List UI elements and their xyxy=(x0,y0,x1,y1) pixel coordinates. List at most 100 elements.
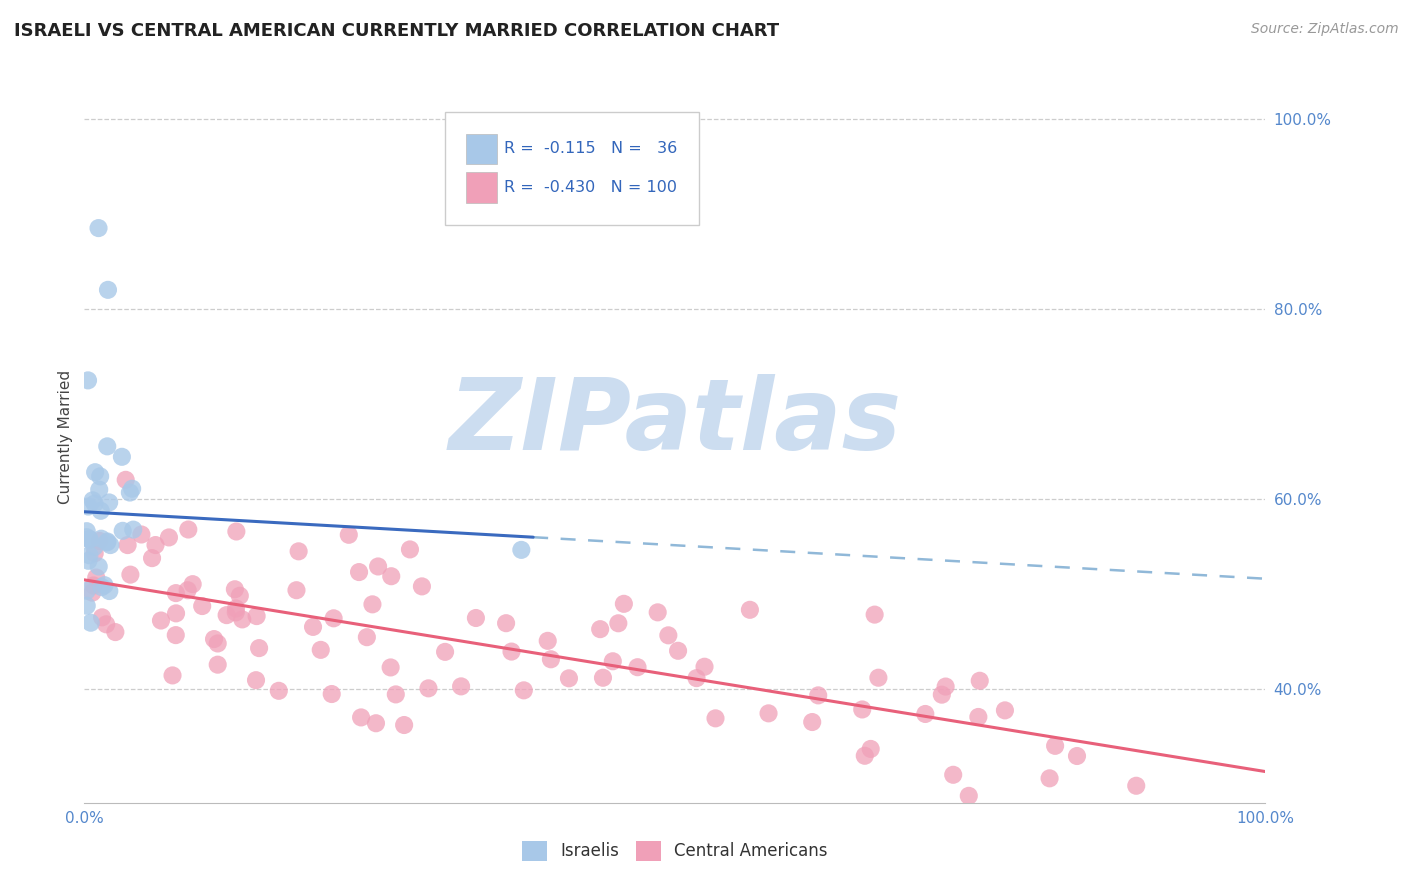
Point xyxy=(224,582,246,597)
Point xyxy=(380,569,402,583)
Point xyxy=(914,706,936,721)
Point xyxy=(96,617,118,632)
Point xyxy=(83,546,105,560)
Point xyxy=(931,688,953,702)
Legend: Israelis, Central Americans: Israelis, Central Americans xyxy=(516,834,834,868)
Point xyxy=(540,652,562,666)
Point xyxy=(685,671,707,685)
Point xyxy=(207,657,229,672)
Point xyxy=(704,711,727,725)
Point xyxy=(602,654,624,668)
Point xyxy=(225,601,247,615)
Point xyxy=(380,660,402,674)
Point xyxy=(356,630,378,644)
Point xyxy=(589,622,612,636)
Point xyxy=(364,716,387,731)
Point xyxy=(165,586,187,600)
Point xyxy=(181,577,204,591)
Point xyxy=(942,768,965,782)
Point xyxy=(1066,749,1088,764)
Point xyxy=(321,687,343,701)
Point xyxy=(350,710,373,724)
Point xyxy=(89,469,111,483)
Point xyxy=(969,673,991,688)
Point xyxy=(967,710,990,724)
Point xyxy=(77,373,100,387)
Text: Source: ZipAtlas.com: Source: ZipAtlas.com xyxy=(1251,22,1399,37)
Point xyxy=(90,580,112,594)
Point xyxy=(647,605,669,619)
Point xyxy=(495,616,517,631)
Point xyxy=(245,673,267,688)
FancyBboxPatch shape xyxy=(465,172,496,203)
Point xyxy=(285,583,308,598)
Point xyxy=(131,527,153,541)
Text: ISRAELI VS CENTRAL AMERICAN CURRENTLY MARRIED CORRELATION CHART: ISRAELI VS CENTRAL AMERICAN CURRENTLY MA… xyxy=(14,22,779,40)
Point xyxy=(117,538,139,552)
Point xyxy=(98,495,121,509)
Point xyxy=(851,702,873,716)
Point xyxy=(626,660,648,674)
Point xyxy=(501,644,523,658)
Point xyxy=(93,578,115,592)
Text: ZIPatlas: ZIPatlas xyxy=(449,374,901,471)
Point xyxy=(96,535,118,549)
Point xyxy=(868,671,890,685)
Point xyxy=(96,439,118,453)
Point xyxy=(80,615,103,630)
Point xyxy=(510,542,533,557)
Point xyxy=(385,687,408,701)
Point xyxy=(592,671,614,685)
Point xyxy=(91,610,114,624)
Point xyxy=(853,748,876,763)
Point xyxy=(450,679,472,693)
Text: R =  -0.430   N = 100: R = -0.430 N = 100 xyxy=(503,180,676,195)
Point xyxy=(84,570,107,584)
Point xyxy=(76,583,98,598)
Point xyxy=(613,597,636,611)
Point xyxy=(215,608,238,623)
Point xyxy=(229,589,252,603)
Point xyxy=(89,483,111,497)
Point xyxy=(84,465,107,479)
Point xyxy=(309,643,332,657)
Point xyxy=(177,523,200,537)
Point xyxy=(859,742,882,756)
Point xyxy=(97,283,120,297)
Point xyxy=(935,680,957,694)
Point xyxy=(607,616,630,631)
Point xyxy=(434,645,457,659)
Point xyxy=(145,538,167,552)
Point xyxy=(392,718,415,732)
Point xyxy=(165,628,187,642)
Point xyxy=(225,524,247,539)
Point xyxy=(83,578,105,592)
Point xyxy=(225,606,247,620)
Point xyxy=(231,612,253,626)
Point xyxy=(191,599,214,613)
Point xyxy=(165,607,187,621)
Point xyxy=(1039,772,1062,786)
Point xyxy=(537,633,560,648)
Point xyxy=(367,559,389,574)
Point xyxy=(98,538,121,552)
Point xyxy=(79,533,101,547)
Point xyxy=(513,683,536,698)
Point xyxy=(693,659,716,673)
Point xyxy=(118,485,141,500)
Point xyxy=(157,531,180,545)
Point xyxy=(79,549,101,563)
Point xyxy=(76,524,98,538)
Point xyxy=(87,559,110,574)
Point xyxy=(121,482,143,496)
Point xyxy=(738,603,761,617)
Point xyxy=(111,450,134,464)
Point xyxy=(202,632,225,646)
Point xyxy=(337,528,360,542)
Point xyxy=(1043,739,1066,753)
FancyBboxPatch shape xyxy=(465,134,496,164)
Point xyxy=(77,532,100,546)
Point xyxy=(77,500,100,514)
Point xyxy=(82,585,104,599)
Point xyxy=(122,523,145,537)
